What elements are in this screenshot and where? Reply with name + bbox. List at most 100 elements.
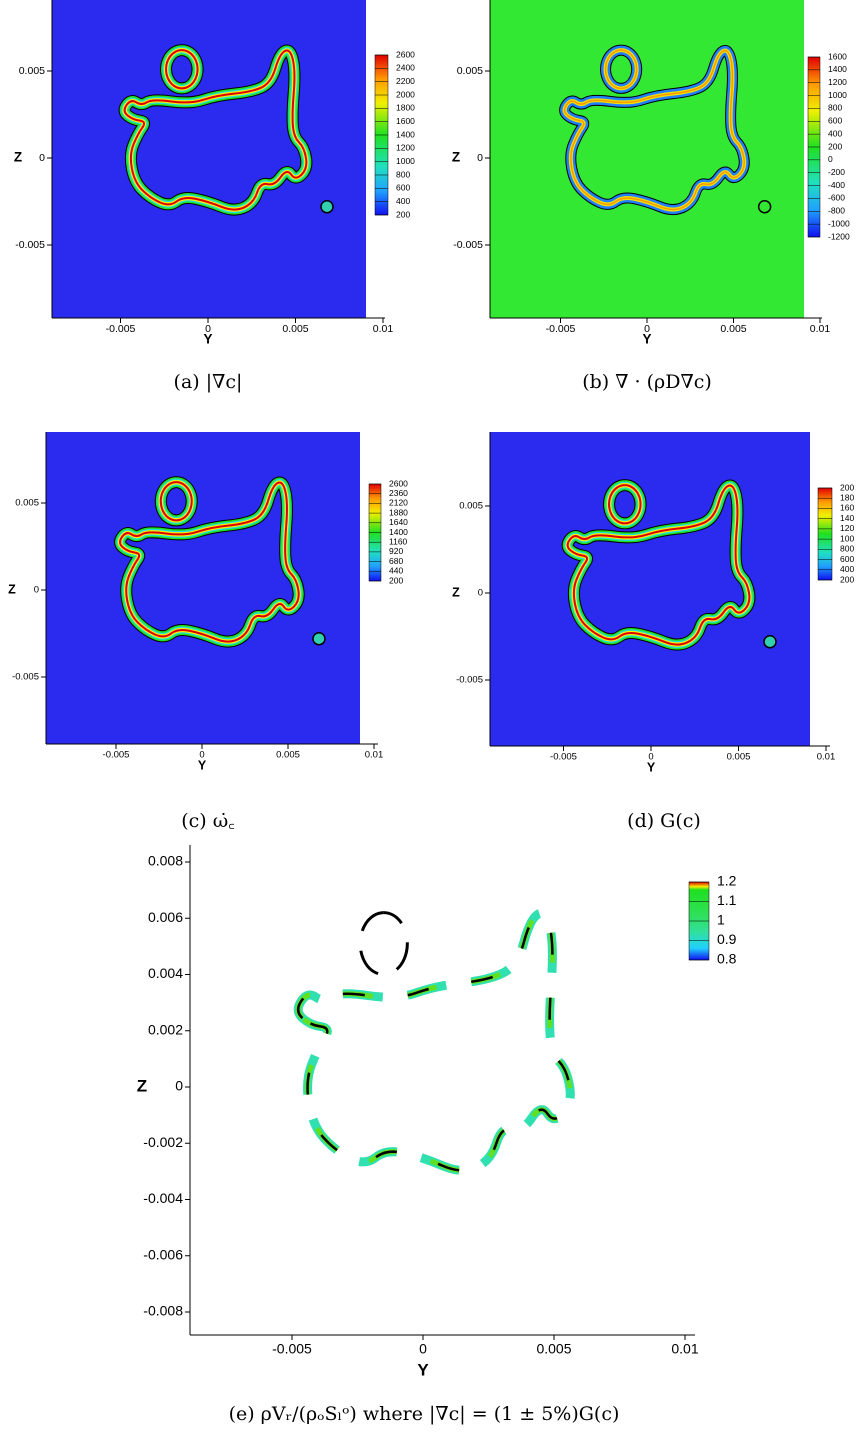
y-axis-label: Z	[452, 585, 460, 599]
flame-island	[608, 484, 642, 525]
x-tick-label: 0	[648, 752, 653, 763]
colorbar-label: -1200	[828, 231, 850, 241]
flame-island	[159, 481, 193, 522]
y-tick-label: -0.008	[143, 1303, 183, 1319]
y-tick-label: -0.005	[15, 239, 45, 251]
colorbar-label: 140	[840, 513, 854, 523]
y-tick-label: 0	[477, 152, 483, 164]
colorbar-label: 1160	[389, 536, 408, 546]
colorbar-label: 2000	[396, 89, 415, 99]
colorbar-label: 1	[717, 912, 725, 928]
flame-kernel	[763, 634, 777, 649]
colorbar-label: 1880	[389, 507, 408, 517]
colorbar-label: 400	[840, 564, 854, 574]
field-background	[52, 0, 366, 318]
colorbar-label: 1200	[396, 143, 415, 153]
y-axis-label: Z	[14, 150, 22, 165]
panel: -0.005 0 0.005 0.01 0.005 0 -0.005 Y Z 1600 1400 12…	[452, 0, 850, 393]
x-axis-label: Y	[203, 332, 212, 347]
y-tick-label: -0.002	[143, 1134, 183, 1150]
panel: -0.005 0 0.005 0.01 0.008 0.006 0.004 0.002 0 -0.…	[137, 845, 737, 1425]
y-tick-label: -0.004	[143, 1190, 183, 1206]
colorbar-label: -800	[828, 206, 845, 216]
x-tick-label: 0.01	[373, 323, 394, 335]
y-tick-label: 0.005	[19, 65, 45, 77]
colorbar-label: 800	[828, 103, 842, 113]
colorbar-label: 1.2	[717, 873, 737, 889]
colorbar-label: 800	[840, 544, 854, 554]
colorbar-label: -600	[828, 193, 845, 203]
colorbar-label: 120	[840, 523, 854, 533]
flame-kernel	[320, 199, 334, 214]
x-axis-label: Y	[198, 758, 207, 772]
panel: -0.005 0 0.005 0.01 0.005 0 -0.005 Y Z 2600 2400 22…	[14, 0, 415, 393]
y-tick-label: 0	[175, 1078, 183, 1094]
colorbar-label: 2400	[396, 63, 415, 73]
x-tick-label: -0.005	[272, 1341, 312, 1357]
y-axis-label: Z	[8, 582, 16, 596]
x-tick-label: 0	[199, 750, 204, 761]
flame-front	[119, 481, 300, 643]
colorbar-label: 100	[840, 533, 854, 543]
colorbar-label: 2600	[396, 49, 415, 59]
y-tick-label: 0.005	[15, 498, 39, 509]
caption: (b) ∇ · (ρD∇c)	[582, 371, 712, 393]
colorbar-label: 2600	[389, 478, 408, 488]
colorbar-label: -200	[828, 167, 845, 177]
panel: -0.005 0 0.005 0.010.0050-0.005YZ2001801601…	[452, 432, 854, 832]
x-tick-label: -0.005	[106, 323, 136, 335]
y-tick-label: 0.002	[148, 1021, 183, 1037]
caption: (a) |∇c|	[174, 371, 243, 393]
colorbar-label: 680	[389, 556, 403, 566]
colorbar-label: 200	[828, 141, 842, 151]
panel: -0.005 0 0.005 0.01 0.005 0 -0.005 Y Z 2600236021…	[8, 432, 408, 832]
y-tick-label: 0.005	[459, 501, 483, 512]
y-tick-label: 0.004	[148, 965, 183, 981]
colorbar-label: 1600	[828, 51, 847, 61]
colorbar-label: 0.9	[717, 931, 737, 947]
colorbar-label: 180	[840, 492, 854, 502]
flame-island	[604, 49, 638, 90]
colorbar-label: 1.1	[717, 892, 737, 908]
y-axis-label: Z	[452, 150, 460, 165]
colorbar-label: 0.8	[717, 951, 737, 967]
x-axis-label: Y	[642, 332, 651, 347]
colorbar-label: -1000	[828, 218, 850, 228]
colorbar-label: 1000	[828, 90, 847, 100]
x-tick-label: -0.005	[550, 752, 577, 763]
y-tick-label: -0.005	[12, 672, 39, 683]
colorbar-label: 800	[396, 169, 410, 179]
y-tick-label: -0.005	[456, 675, 483, 686]
colorbar-label: 2200	[396, 76, 415, 86]
x-tick-label: 0	[205, 323, 211, 335]
colorbar-label: 2360	[389, 488, 408, 498]
flame-kernel	[312, 631, 326, 646]
flame-front	[295, 910, 573, 1173]
flame-island	[358, 911, 409, 976]
colorbar-label: 1400	[396, 129, 415, 139]
colorbar-label: 1200	[828, 77, 847, 87]
colorbar-label: 600	[840, 554, 854, 564]
colorbar-label: 440	[389, 566, 403, 576]
x-tick-label: 0.005	[276, 750, 300, 761]
caption: (c) ω̇꜀	[181, 810, 235, 832]
y-tick-label: 0.006	[148, 909, 183, 925]
caption: (d) G(c)	[627, 810, 701, 832]
x-tick-label: 0.005	[282, 323, 308, 335]
y-tick-label: 0.008	[148, 853, 183, 869]
x-tick-label: 0.01	[817, 752, 836, 763]
colorbar-label: 920	[389, 546, 403, 556]
x-tick-label: 0.005	[727, 752, 751, 763]
flame-front	[566, 484, 751, 646]
y-axis-label: Z	[137, 1076, 147, 1095]
flame-front	[293, 908, 575, 1175]
colorbar-label: 600	[828, 116, 842, 126]
field-background	[490, 0, 804, 318]
flame-island	[165, 49, 199, 90]
colorbar-label: 1400	[828, 64, 847, 74]
colorbar-label: -400	[828, 180, 845, 190]
y-tick-label: 0.005	[457, 65, 483, 77]
x-tick-label: 0.01	[671, 1341, 698, 1357]
colorbar-label: 2120	[389, 498, 408, 508]
colorbar-label: 400	[396, 196, 410, 206]
